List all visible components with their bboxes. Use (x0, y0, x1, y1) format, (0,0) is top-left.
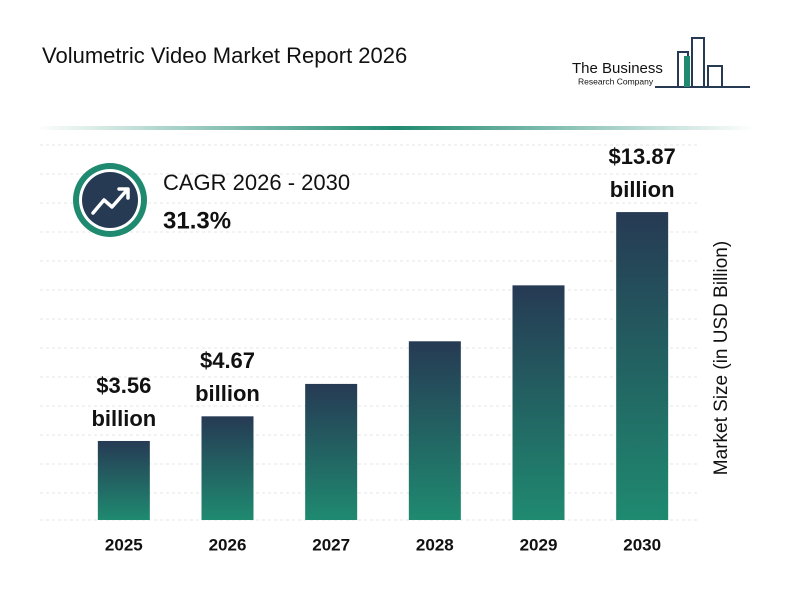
value-label: $13.87 billion (608, 144, 676, 203)
value-label: $3.56 billion (91, 372, 157, 431)
bar (616, 212, 669, 520)
bar (305, 383, 358, 520)
x-tick-label: 2029 (520, 535, 558, 554)
x-tick-label: 2027 (312, 535, 350, 554)
y-axis-label: Market Size (in USD Billion) (711, 241, 732, 475)
bar (512, 285, 565, 520)
logo-line2: Research Company (578, 76, 654, 86)
divider (35, 126, 755, 130)
bar (97, 440, 150, 520)
cagr-badge (73, 163, 147, 237)
cagr-value: 31.3% (163, 207, 231, 234)
background-grid (40, 144, 700, 521)
x-tick-label: 2028 (416, 535, 454, 554)
x-tick-label: 2030 (623, 535, 661, 554)
logo-line1: The Business (572, 60, 663, 77)
x-tick-label: 2025 (105, 535, 143, 554)
value-label: $4.67 billion (195, 348, 260, 407)
cagr-label: CAGR 2026 - 2030 (163, 170, 350, 195)
title: Volumetric Video Market Report 2026 (42, 43, 407, 68)
logo: The Business Research Company (572, 37, 750, 88)
x-tick-label: 2026 (209, 535, 247, 554)
bar (201, 416, 254, 520)
bar (408, 341, 461, 520)
